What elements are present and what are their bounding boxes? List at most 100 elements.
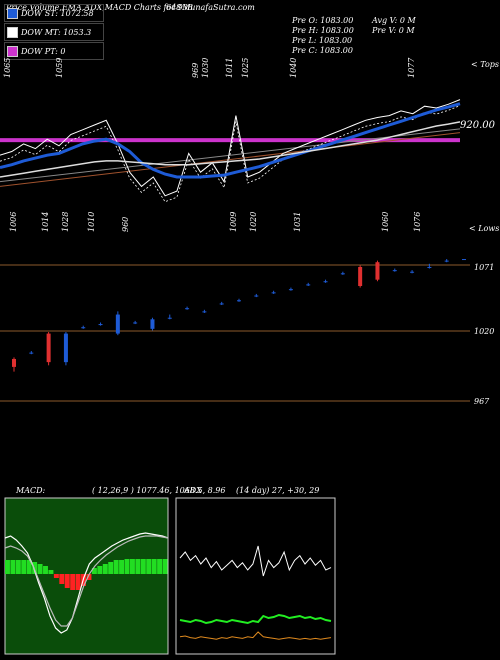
price-band-line <box>0 105 461 203</box>
macd-bar <box>59 574 65 584</box>
pre-open: Pre O: 1083.00 <box>292 16 354 25</box>
tick-967: 967 <box>474 397 490 406</box>
top-label: 969 <box>191 63 200 78</box>
macd-bar <box>157 559 163 574</box>
dow-st-line <box>0 102 461 179</box>
candle <box>392 270 397 272</box>
swatch-dow-pt <box>7 45 18 57</box>
candle <box>254 295 259 297</box>
macd-bar <box>119 560 125 574</box>
candle <box>46 333 51 363</box>
macd-bar <box>37 564 43 574</box>
pre-volume: Pre V: 0 M <box>372 26 415 35</box>
macd-values: ( 12,26,9 ) 1077.46, 1068.5, 8.96 <box>92 486 226 495</box>
low-label: 1014 <box>41 212 50 232</box>
adx-values: (14 day) 27, +30, 29 <box>236 486 320 495</box>
candle <box>462 259 466 261</box>
macd-bar <box>70 574 76 590</box>
candle <box>427 266 432 268</box>
low-label: 1020 <box>249 212 258 232</box>
macd-bar <box>26 560 32 574</box>
macd-bar <box>102 564 108 574</box>
trend-line <box>0 132 461 187</box>
candle <box>271 292 276 294</box>
candle <box>306 284 311 286</box>
pre-close: Pre C: 1083.00 <box>292 46 353 55</box>
candle <box>98 324 103 326</box>
candle <box>167 317 172 319</box>
low-label: 1009 <box>229 212 238 232</box>
top-label: 1077 <box>407 57 416 78</box>
macd-label: MACD: <box>16 486 46 495</box>
low-label: 1076 <box>413 212 422 232</box>
top-label: 1030 <box>201 58 210 78</box>
pre-low: Pre L: 1083.00 <box>292 36 353 45</box>
tick-1020: 1020 <box>474 327 495 336</box>
pre-high: Pre H: 1083.00 <box>292 26 354 35</box>
chart-title: Price,Volume,EMA,ADX,MACD Charts for 938 <box>6 3 193 12</box>
macd-bar <box>97 566 103 574</box>
dow-pt-line <box>0 138 460 143</box>
macd-bar <box>146 559 152 574</box>
candle <box>358 266 363 286</box>
legend-dow-st: DOW ST: 1072.58 <box>4 4 104 22</box>
candle <box>12 358 16 367</box>
plus-di-line <box>179 613 332 625</box>
macd-bar <box>15 560 21 574</box>
macd-bar <box>5 560 10 574</box>
candle <box>202 311 207 313</box>
candle <box>375 262 380 280</box>
tick-1071: 1071 <box>474 263 495 272</box>
candle <box>444 260 449 262</box>
trend-line <box>0 128 461 183</box>
adx-line <box>179 545 332 577</box>
top-label: 1059 <box>55 58 64 78</box>
candle <box>133 322 138 324</box>
macd-bar <box>48 570 54 574</box>
lows-label: < Lows <box>469 224 500 233</box>
candle <box>63 333 68 363</box>
candle <box>340 273 345 275</box>
macd-bar <box>151 559 157 574</box>
swatch-dow-st <box>7 7 18 19</box>
macd-bar <box>86 574 92 580</box>
macd-bar <box>10 560 16 574</box>
candle <box>410 271 415 273</box>
candle <box>81 327 86 329</box>
legend: DOW ST: 1072.58 DOW MT: 1053.3 DOW PT: 0 <box>4 4 104 61</box>
minus-di-line <box>179 631 332 640</box>
candle <box>219 303 224 305</box>
candle <box>288 289 293 291</box>
low-label: 960 <box>121 217 130 232</box>
candle <box>237 300 241 302</box>
top-label: 1040 <box>289 58 298 78</box>
top-label: 1011 <box>225 58 234 78</box>
macd-bar <box>140 559 146 574</box>
macd-bar <box>129 559 135 574</box>
candle <box>150 319 155 329</box>
candle <box>323 281 328 283</box>
low-label: 1031 <box>293 212 302 232</box>
avg-volume: Avg V: 0 M <box>372 16 416 25</box>
chart-code: 648 <box>166 3 182 12</box>
legend-dow-mt: DOW MT: 1053.3 <box>4 23 104 41</box>
site-name: MunafaSutra.com <box>182 3 255 12</box>
low-label: 1060 <box>381 212 390 232</box>
current-price: 920.00 <box>460 120 495 131</box>
swatch-dow-mt <box>7 26 18 38</box>
top-label: 1025 <box>241 58 250 78</box>
top-label: 1065 <box>3 58 12 78</box>
price-line <box>0 99 461 197</box>
dow-mt-line <box>0 121 461 178</box>
macd-bar <box>21 560 27 574</box>
adx-label: ADX <box>184 486 202 495</box>
macd-bar <box>124 559 130 574</box>
macd-bar <box>43 566 48 574</box>
macd-bar <box>75 574 81 590</box>
candle <box>185 308 190 310</box>
low-label: 1010 <box>87 212 96 232</box>
macd-bar <box>53 574 59 578</box>
macd-bar <box>64 574 70 588</box>
macd-bar <box>32 562 38 574</box>
